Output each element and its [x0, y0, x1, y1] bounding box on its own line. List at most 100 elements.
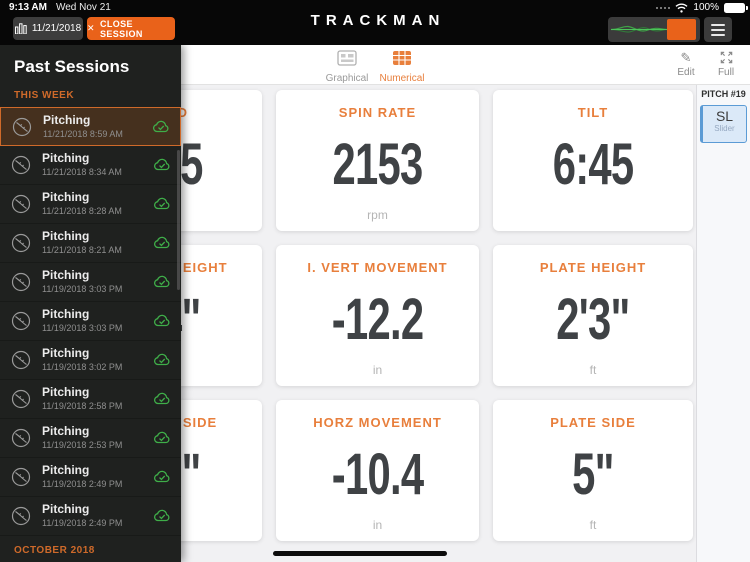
- cloud-check-icon: [153, 509, 170, 522]
- baseball-icon: [11, 272, 31, 292]
- metric-value: 2'3": [556, 286, 630, 352]
- pitch-tag-type: Slider: [714, 124, 735, 133]
- session-datetime: 11/21/2018 8:28 AM: [42, 206, 122, 217]
- metric-unit: in: [372, 518, 383, 532]
- edit-button[interactable]: ✎ Edit: [671, 50, 701, 78]
- session-item[interactable]: Pitching 11/19/2018 2:49 PM: [0, 497, 181, 536]
- baseball-icon: [11, 506, 31, 526]
- session-datetime: 11/21/2018 8:59 AM: [43, 128, 123, 139]
- session-title: Pitching: [42, 502, 90, 517]
- baseball-icon: [11, 311, 31, 331]
- close-session-label: CLOSE SESSION: [99, 18, 143, 39]
- baseball-icon: [11, 155, 31, 175]
- tab-graphical-label: Graphical: [325, 73, 369, 84]
- cloud-check-icon: [153, 236, 170, 249]
- session-item[interactable]: Pitching 11/19/2018 3:03 PM: [0, 263, 181, 302]
- metric-unit: rpm: [367, 208, 388, 222]
- session-item[interactable]: Pitching 11/19/2018 2:53 PM: [0, 419, 181, 458]
- sidebar-section-october: OCTOBER 2018: [14, 545, 95, 556]
- session-datetime: 11/21/2018 8:21 AM: [42, 245, 122, 256]
- tab-numerical-label: Numerical: [379, 73, 425, 84]
- session-date-button[interactable]: 11/21/2018: [13, 17, 83, 40]
- tab-numerical[interactable]: Numerical: [374, 50, 430, 84]
- metric-label: TILT: [577, 105, 609, 120]
- metric-card-plate-height: PLATE HEIGHT 2'3" ft: [493, 245, 693, 386]
- top-bar: 9:13 AM Wed Nov 21 100% 11: [0, 0, 750, 45]
- session-item[interactable]: Pitching 11/21/2018 8:34 AM: [0, 146, 181, 185]
- session-title: Pitching: [42, 190, 90, 205]
- metric-value: 6:45: [552, 131, 634, 197]
- pitch-number-header: PITCH #19: [701, 89, 746, 99]
- cellular-dots-icon: [656, 6, 671, 9]
- tab-graphical[interactable]: Graphical: [319, 50, 375, 84]
- home-indicator[interactable]: [273, 551, 447, 556]
- hamburger-menu-button[interactable]: [704, 17, 732, 42]
- metric-label: HORZ MOVEMENT: [313, 415, 442, 430]
- session-title: Pitching: [42, 229, 90, 244]
- session-datetime: 11/19/2018 2:49 PM: [42, 518, 123, 529]
- pencil-icon: ✎: [680, 50, 692, 65]
- session-item[interactable]: Pitching 11/21/2018 8:21 AM: [0, 224, 181, 263]
- session-item[interactable]: Pitching 11/19/2018 3:03 PM: [0, 302, 181, 341]
- close-icon: ✕: [87, 23, 95, 33]
- metric-unit: in: [372, 363, 383, 377]
- edit-label: Edit: [677, 67, 695, 78]
- trackman-logo: TRACKMAN: [310, 12, 446, 29]
- cloud-check-icon: [152, 120, 169, 133]
- session-datetime: 11/19/2018 2:58 PM: [42, 401, 123, 412]
- metric-card-plate-side: PLATE SIDE 5" ft: [493, 400, 693, 541]
- metric-value: -12.2: [331, 286, 424, 352]
- session-title: Pitching: [43, 112, 91, 127]
- sidebar-scrollbar[interactable]: [177, 150, 180, 290]
- grid-icon: [393, 51, 411, 65]
- cloud-check-icon: [153, 353, 170, 366]
- metric-unit: ft: [589, 518, 597, 532]
- cloud-check-icon: [153, 470, 170, 483]
- status-time-date: 9:13 AM Wed Nov 21: [9, 2, 111, 13]
- session-datetime: 11/21/2018 8:34 AM: [42, 167, 122, 178]
- session-item[interactable]: Pitching 11/19/2018 3:02 PM: [0, 341, 181, 380]
- radar-status-badge: [667, 19, 696, 40]
- baseball-icon: [11, 389, 31, 409]
- metric-card-vert-movement: I. VERT MOVEMENT -12.2 in: [276, 245, 479, 386]
- session-date-label: 11/21/2018: [31, 23, 82, 34]
- wifi-icon: [675, 3, 688, 13]
- session-title: Pitching: [42, 268, 90, 283]
- cloud-check-icon: [153, 197, 170, 210]
- session-datetime: 11/19/2018 2:49 PM: [42, 479, 123, 490]
- session-item[interactable]: Pitching 11/19/2018 2:49 PM: [0, 458, 181, 497]
- cloud-check-icon: [153, 275, 170, 288]
- metric-label: PLATE SIDE: [550, 415, 636, 430]
- dashboard-icon: [337, 50, 357, 66]
- session-item[interactable]: Pitching 11/19/2018 2:58 PM: [0, 380, 181, 419]
- session-item[interactable]: Pitching 11/21/2018 8:28 AM: [0, 185, 181, 224]
- session-datetime: 11/19/2018 3:03 PM: [42, 284, 123, 295]
- status-bar: 9:13 AM Wed Nov 21 100%: [0, 0, 750, 15]
- session-item[interactable]: Pitching 11/21/2018 8:59 AM: [0, 107, 181, 146]
- battery-percent: 100%: [693, 2, 719, 13]
- full-label: Full: [717, 67, 735, 78]
- expand-icon: [720, 51, 732, 64]
- session-title: Pitching: [42, 424, 90, 439]
- fullscreen-button[interactable]: Full: [711, 50, 741, 78]
- radar-signal-widget[interactable]: [608, 17, 700, 42]
- status-time: 9:13 AM: [9, 2, 47, 13]
- status-date: Wed Nov 21: [55, 2, 111, 13]
- metric-card-tilt: TILT 6:45: [493, 90, 693, 231]
- baseball-icon: [11, 350, 31, 370]
- baseball-icon: [11, 467, 31, 487]
- pitch-tag-sl[interactable]: SL Slider: [700, 105, 747, 143]
- session-title: Pitching: [42, 151, 90, 166]
- session-title: Pitching: [42, 463, 90, 478]
- session-title: Pitching: [42, 307, 90, 322]
- metric-label: I. VERT MOVEMENT: [307, 260, 448, 275]
- battery-icon: [724, 2, 748, 13]
- metric-label: SPIN RATE: [338, 105, 417, 120]
- session-title: Pitching: [42, 385, 90, 400]
- close-session-button[interactable]: ✕ CLOSE SESSION: [87, 17, 175, 40]
- pitch-tag-code: SL: [715, 108, 734, 124]
- metric-label: PLATE HEIGHT: [539, 260, 647, 275]
- sidebar-title: Past Sessions: [14, 57, 130, 76]
- baseball-icon: [11, 428, 31, 448]
- cloud-check-icon: [153, 158, 170, 171]
